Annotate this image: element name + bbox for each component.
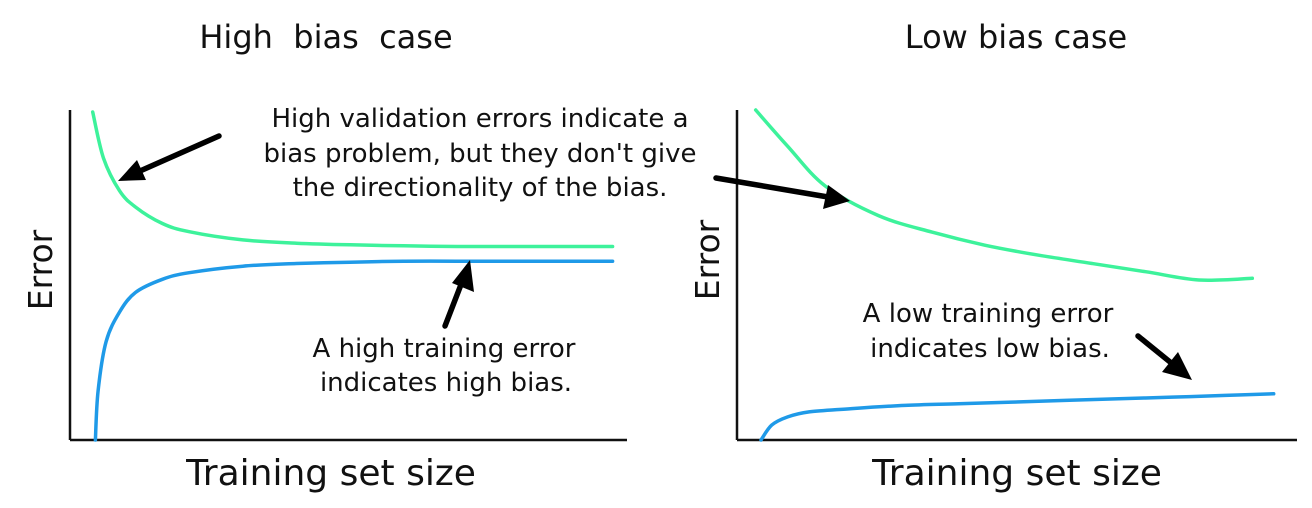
validation-arrow-left-shaft [137, 133, 222, 174]
high-bias-training-arrowhead [452, 260, 474, 292]
validation-arrow-left-head [118, 160, 146, 181]
low-bias-x-label: Training set size [871, 453, 1162, 494]
low-bias-training-note-line-1: A low training error [863, 299, 1114, 329]
validation-note-line-3: the directionality of the bias. [293, 173, 668, 203]
validation-note-line-1: High validation errors indicate a [271, 104, 688, 134]
high-bias-title: High bias case [199, 18, 452, 56]
high-bias-training-arrow-shaft [442, 279, 465, 329]
low-bias-training-arrow-shaft [1135, 333, 1178, 369]
high-bias-y-label: Error [21, 229, 60, 310]
low-bias-training-arrowhead [1162, 352, 1192, 380]
high-bias-training-note-line-2: indicates high bias. [320, 368, 572, 398]
low-bias-title: Low bias case [905, 18, 1127, 56]
validation-arrow-right-head [823, 185, 850, 209]
low-bias-training-curve [759, 392, 1276, 442]
validation-arrow-right-shaft [713, 175, 831, 200]
low-bias-validation-curve [753, 108, 1255, 283]
low-bias-panel: Low bias case Training set size Error A … [688, 18, 1297, 494]
high-bias-x-label: Training set size [185, 453, 476, 494]
high-bias-validation-curve [90, 110, 615, 249]
shared-validation-note: High validation errors indicate a bias p… [264, 104, 697, 203]
validation-note-line-2: bias problem, but they don't give [264, 139, 697, 169]
high-bias-training-note-line-1: A high training error [313, 334, 576, 364]
high-bias-training-curve [93, 259, 615, 442]
low-bias-y-label: Error [688, 219, 727, 300]
low-bias-training-note-line-2: indicates low bias. [870, 334, 1110, 364]
high-bias-panel: High bias case Training set size Error A… [21, 18, 627, 494]
